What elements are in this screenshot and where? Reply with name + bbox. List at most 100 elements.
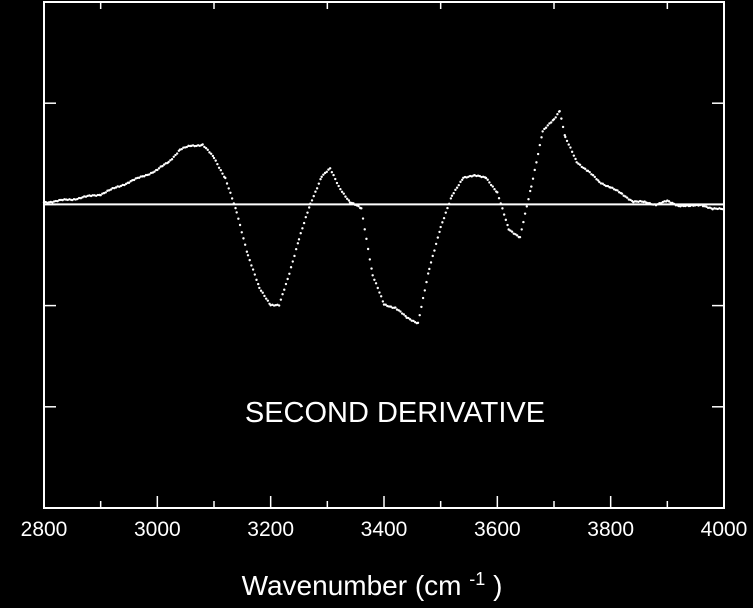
spectrum-point <box>489 183 493 187</box>
spectrum-point <box>535 161 538 164</box>
spectrum-point <box>428 267 431 271</box>
spectrum-point <box>288 272 291 275</box>
spectrum-point <box>588 170 591 174</box>
spectrum-point <box>96 193 100 197</box>
spectrum-point <box>299 232 302 235</box>
spectrum-point <box>342 192 345 195</box>
spectrum-point <box>565 139 569 143</box>
spectrum-point <box>425 280 428 284</box>
spectrum-point <box>450 194 454 197</box>
spectrum-point <box>564 135 567 139</box>
spectrum-point <box>153 170 156 173</box>
spectrum-point <box>132 178 136 182</box>
spectrum-point <box>257 282 260 286</box>
spectrum-point <box>404 314 407 318</box>
spectrum-point <box>357 204 360 208</box>
spectrum-point <box>104 191 107 194</box>
spectrum-point <box>387 305 391 308</box>
spectrum-point <box>394 306 397 309</box>
spectrum-point <box>240 231 243 234</box>
spectrum-point <box>591 174 595 177</box>
spectrum-point <box>297 238 301 241</box>
x-axis-tick-labels: 2800 3000 3200 3400 3600 3800 4000 <box>21 518 748 541</box>
spectrum-point <box>368 258 372 261</box>
spectrum-point <box>224 176 227 180</box>
spectrum-point <box>304 215 307 219</box>
spectrum-point <box>253 273 256 276</box>
spectrum-point <box>366 247 370 251</box>
spectrum-point <box>452 192 455 195</box>
spectrum-point <box>251 268 255 271</box>
spectrum-point <box>418 313 421 317</box>
spectrum-point <box>174 153 177 157</box>
spectrum-point <box>442 216 446 220</box>
spectrum-point <box>211 154 215 158</box>
spectrum-point <box>339 187 342 191</box>
spectrum-point <box>258 286 261 290</box>
spectrum-point <box>423 289 426 292</box>
spectrum-point <box>421 296 425 300</box>
spectrum-point <box>172 155 175 158</box>
spectrum-point <box>340 190 344 194</box>
spectrum-point <box>138 176 141 179</box>
spectrum-point <box>250 264 253 267</box>
spectrum-point <box>667 200 671 203</box>
spectrum-point <box>337 184 340 188</box>
spectrum-point <box>111 186 114 190</box>
spectrum-point <box>293 254 296 258</box>
spectrum-point <box>486 178 489 181</box>
spectrum-point <box>328 167 332 170</box>
spectrum-point <box>320 175 323 179</box>
spectrum-point <box>501 207 504 210</box>
spectrum-point <box>157 167 161 170</box>
spectrum-point <box>549 121 553 124</box>
spectrum-point <box>216 162 219 166</box>
spectrum-point <box>705 205 708 208</box>
spectrum-point <box>248 258 251 262</box>
spectrum-point <box>123 183 126 187</box>
spectrum-point <box>578 163 582 166</box>
spectrum-point <box>518 235 522 239</box>
spectrum-point <box>399 310 402 313</box>
spectrum-point <box>344 195 347 198</box>
spectrum-point <box>593 175 596 179</box>
x-tick-label: 3600 <box>474 518 521 541</box>
spectrum-point <box>246 254 250 257</box>
spectrum-point <box>556 112 559 116</box>
spectrum-point <box>575 161 578 164</box>
x-axis-label-prefix: Wavenumber (cm <box>242 570 462 601</box>
spectrum-point <box>148 173 151 176</box>
spectrum-point <box>217 166 221 169</box>
spectrum-point <box>682 204 685 208</box>
spectrum-point <box>449 197 453 200</box>
spectrum-point <box>459 180 462 184</box>
spectrum-point <box>461 178 464 181</box>
spectrum-point <box>209 152 213 155</box>
spectrum-point <box>345 197 349 201</box>
x-axis-label-suffix: ) <box>493 570 502 601</box>
spectrum-point <box>201 143 204 146</box>
spectrum-point <box>514 233 517 236</box>
spectrum-point <box>237 217 240 220</box>
spectrum-point <box>493 188 496 191</box>
spectrum-point <box>314 190 317 193</box>
spectrum-point <box>502 213 506 216</box>
spectrum-point <box>595 178 598 181</box>
spectrum-point <box>583 167 587 171</box>
spectrum-point <box>289 266 293 269</box>
spectrum-point <box>496 191 499 194</box>
spectrum-point <box>625 196 629 199</box>
spectrum-point <box>408 318 412 321</box>
spectrum-point <box>230 197 234 200</box>
spectrum-point <box>259 289 263 292</box>
spectrum-point <box>436 236 440 239</box>
spectrum-point <box>363 228 366 231</box>
spectrum-point <box>544 126 548 129</box>
spectrum-point <box>245 250 249 253</box>
spectrum-point <box>567 143 570 146</box>
spectrum-point <box>429 261 433 264</box>
spectrum-point <box>598 180 601 184</box>
spectrum-point <box>611 186 614 189</box>
spectrum-point <box>543 127 546 131</box>
